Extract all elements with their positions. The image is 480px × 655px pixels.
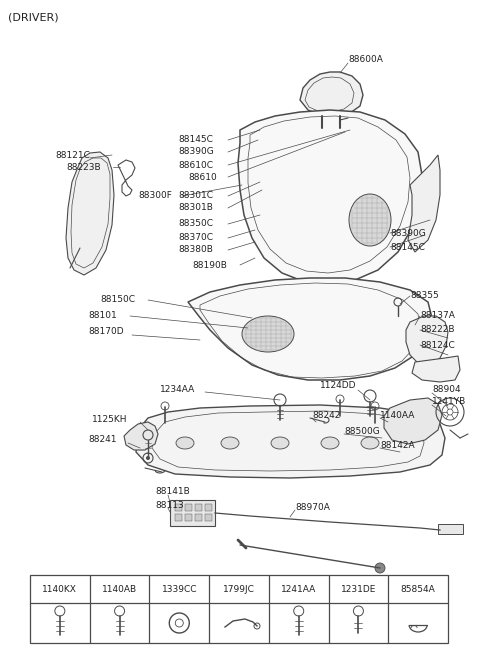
Bar — [30, 575, 448, 643]
Text: 88380B: 88380B — [178, 246, 213, 255]
Text: 1140AA: 1140AA — [380, 411, 415, 421]
Text: 1124DD: 1124DD — [320, 381, 357, 390]
Polygon shape — [66, 152, 114, 275]
Ellipse shape — [221, 437, 239, 449]
Text: 88500G: 88500G — [344, 428, 380, 436]
Polygon shape — [124, 422, 158, 450]
Text: 1339CC: 1339CC — [162, 584, 197, 593]
Circle shape — [146, 456, 150, 460]
Polygon shape — [136, 405, 445, 478]
Text: 88142A: 88142A — [380, 441, 415, 451]
Bar — [185, 514, 192, 521]
Ellipse shape — [271, 437, 289, 449]
Text: 1231DE: 1231DE — [341, 584, 376, 593]
Text: 88390G: 88390G — [390, 229, 426, 238]
Polygon shape — [408, 155, 440, 252]
Text: 88242: 88242 — [312, 411, 340, 421]
Text: 88355: 88355 — [410, 291, 439, 301]
Ellipse shape — [321, 437, 339, 449]
Text: 88970A: 88970A — [295, 504, 330, 512]
Bar — [185, 504, 192, 511]
Bar — [195, 514, 202, 521]
Text: 1140KX: 1140KX — [42, 584, 77, 593]
Bar — [175, 514, 182, 521]
Ellipse shape — [361, 437, 379, 449]
Ellipse shape — [349, 194, 391, 246]
Text: 88150C: 88150C — [100, 295, 135, 305]
Text: 88370C: 88370C — [178, 233, 213, 242]
Text: 88301B: 88301B — [178, 204, 213, 212]
Polygon shape — [300, 72, 363, 116]
Text: 88137A: 88137A — [420, 312, 455, 320]
Bar — [195, 504, 202, 511]
Bar — [175, 504, 182, 511]
Text: 1241YB: 1241YB — [432, 398, 466, 407]
Text: 88113: 88113 — [155, 502, 184, 510]
Ellipse shape — [242, 316, 294, 352]
Circle shape — [375, 563, 385, 573]
Text: 1799JC: 1799JC — [223, 584, 255, 593]
Text: 88610C: 88610C — [178, 160, 213, 170]
Text: 88300F: 88300F — [138, 191, 172, 200]
Text: 88301C: 88301C — [178, 191, 213, 200]
Text: 88904: 88904 — [432, 386, 461, 394]
Text: 88124C: 88124C — [420, 341, 455, 350]
Text: 88223B: 88223B — [66, 162, 101, 172]
Text: 88170D: 88170D — [88, 328, 124, 337]
Bar — [170, 500, 215, 526]
Bar — [438, 524, 463, 534]
Text: 88145C: 88145C — [178, 136, 213, 145]
Polygon shape — [384, 398, 442, 444]
Text: 88600A: 88600A — [348, 56, 383, 64]
Text: 88350C: 88350C — [178, 219, 213, 229]
Text: 88190B: 88190B — [192, 261, 227, 269]
Bar — [205, 504, 212, 511]
Polygon shape — [238, 110, 422, 284]
Text: 88101: 88101 — [88, 312, 117, 320]
Ellipse shape — [176, 437, 194, 449]
Text: 88145C: 88145C — [390, 242, 425, 252]
Text: 88121C: 88121C — [55, 151, 90, 160]
Text: 88141B: 88141B — [155, 487, 190, 496]
Polygon shape — [412, 356, 460, 382]
Text: 1140AB: 1140AB — [102, 584, 137, 593]
Text: (DRIVER): (DRIVER) — [8, 13, 59, 23]
Polygon shape — [406, 316, 448, 365]
Bar — [205, 514, 212, 521]
Text: 85854A: 85854A — [401, 584, 435, 593]
Text: 1125KH: 1125KH — [92, 415, 128, 424]
Text: 88610: 88610 — [188, 172, 217, 181]
Polygon shape — [188, 278, 432, 380]
Text: 1234AA: 1234AA — [160, 386, 195, 394]
Text: 88222B: 88222B — [420, 326, 455, 335]
Text: 88241: 88241 — [88, 436, 117, 445]
Text: 88390G: 88390G — [178, 147, 214, 157]
Text: 1241AA: 1241AA — [281, 584, 316, 593]
